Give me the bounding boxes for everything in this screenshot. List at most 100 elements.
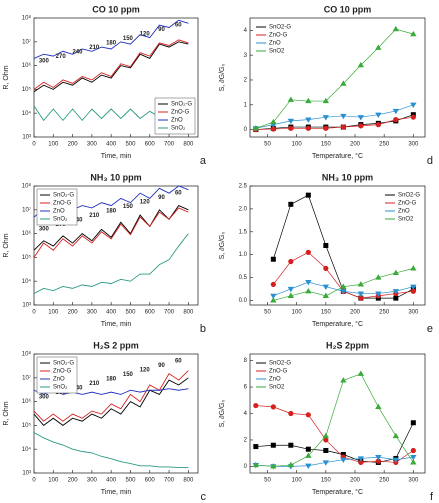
legend-label: ZnO [269,377,281,383]
x-tick-label: 50 [264,142,271,148]
data-point [288,258,294,265]
series-line [255,456,414,467]
data-point [375,112,382,118]
data-point [305,463,312,470]
y-axis-label: S, ∂G/G₀ [219,400,226,428]
legend-label: ZnO [269,41,281,47]
y-tick-label: 10⁷ [22,38,31,45]
panel-letter: a [200,155,207,167]
data-point [288,410,294,417]
data-point [253,444,259,450]
y-tick-label: 10⁶ [22,398,32,405]
data-point [392,25,400,32]
x-tick-label: 400 [106,142,117,148]
annotation: 60 [175,359,182,365]
legend-label: SnO2 [269,49,285,55]
y-tick-label: 2.5 [239,184,248,190]
data-point [340,289,347,295]
annotation: 300 [39,394,50,400]
data-point [393,117,399,123]
y-tick-label: 10⁶ [22,62,32,69]
x-tick-label: 700 [164,478,175,484]
data-point [340,113,347,120]
y-axis-label: S, ∂G/G₀ [219,232,226,260]
legend-label: SnO2 [269,385,285,391]
x-tick-label: 300 [87,142,98,148]
data-point [410,114,416,120]
series-line [255,405,414,463]
y-tick-label: 10⁴ [22,446,32,453]
data-point [305,452,312,458]
x-tick-label: 600 [145,142,156,148]
data-point [323,448,329,454]
annotation: 300 [39,58,50,64]
data-point [322,115,330,121]
annotation: 150 [123,204,134,210]
data-point [392,457,400,464]
data-point [375,274,382,280]
data-point [357,370,365,376]
legend-label: ZnO-G [53,201,72,207]
x-tick-label: 150 [321,310,332,316]
series-line [33,233,189,295]
data-point [410,284,417,290]
legend-label: SnO2-G [398,193,420,199]
y-tick-label: 10⁴ [22,110,32,117]
data-point [322,284,330,290]
y-tick-label: 10⁸ [22,351,32,358]
data-point [305,125,311,131]
plot-frame [33,353,199,474]
x-tick-label: 200 [68,478,79,484]
panel-letter: f [430,491,434,503]
data-point [392,432,400,439]
series-line [255,114,414,130]
data-point [322,432,330,439]
legend-label: ZnO [171,118,183,124]
legend-label: ZnO-G [171,110,190,116]
data-point [287,286,295,293]
data-point [288,442,294,448]
x-axis-label: Temperature, °C [312,488,363,496]
series-line [33,41,189,93]
legend-label: SnO2 [398,217,414,223]
y-tick-label: 10⁶ [22,230,32,237]
series-line [255,373,414,467]
data-point [270,297,277,303]
data-point [287,292,295,298]
y-tick-label: 2.0 [239,206,248,212]
annotation: 60 [175,23,182,29]
y-tick-label: 10⁷ [22,374,31,381]
x-tick-label: 50 [264,478,271,484]
y-tick-label: 1.0 [239,252,248,258]
legend-label: ZnO-G [269,33,288,39]
annotation: 60 [175,191,182,197]
plot-frame [249,185,426,306]
data-point [252,461,260,468]
data-point [375,291,382,297]
x-tick-label: 150 [321,142,332,148]
y-tick-label: 10⁵ [22,254,32,261]
chart-panel: CO 10 ppm Temperature, °C S, ∂G/G₀ d 0 1 2 3 4 50… [219,4,433,167]
data-point [410,455,417,461]
y-tick-label: 2 [244,438,248,444]
series-line [255,116,414,130]
panel-letter: c [201,491,207,503]
data-point [340,124,346,130]
y-tick-label: 10³ [22,303,31,309]
x-tick-label: 700 [164,310,175,316]
annotation: 120 [140,200,151,206]
series-line [33,370,189,422]
data-point [323,243,329,248]
x-tick-label: 100 [48,310,59,316]
plot-frame [33,185,199,306]
y-tick-label: 8 [244,358,248,364]
chart-panel: H₂S 2ppm Temperature, °C S, ∂G/G₀ f 0 2 4 6 8 50 1… [219,340,434,503]
data-point [270,118,277,125]
x-tick-label: 0 [32,478,36,484]
x-tick-label: 100 [48,142,59,148]
data-point [270,463,277,469]
x-tick-label: 500 [125,142,136,148]
annotation: 210 [89,213,100,219]
